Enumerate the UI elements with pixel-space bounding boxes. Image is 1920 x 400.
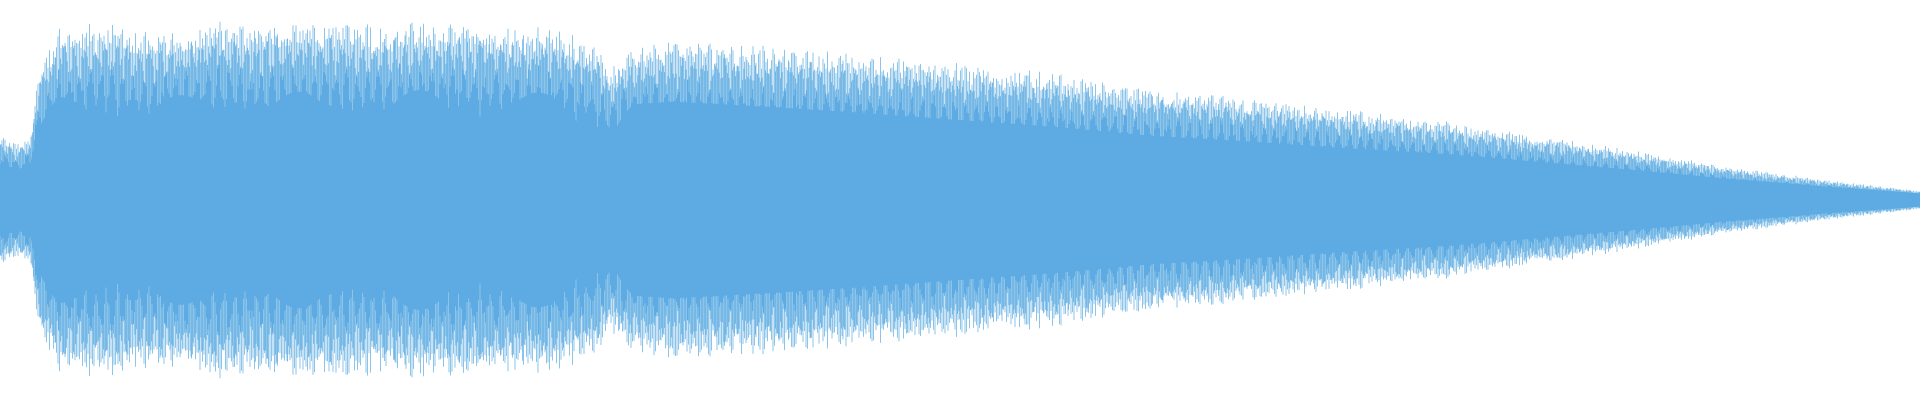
waveform-audio-icon <box>0 21 1920 379</box>
